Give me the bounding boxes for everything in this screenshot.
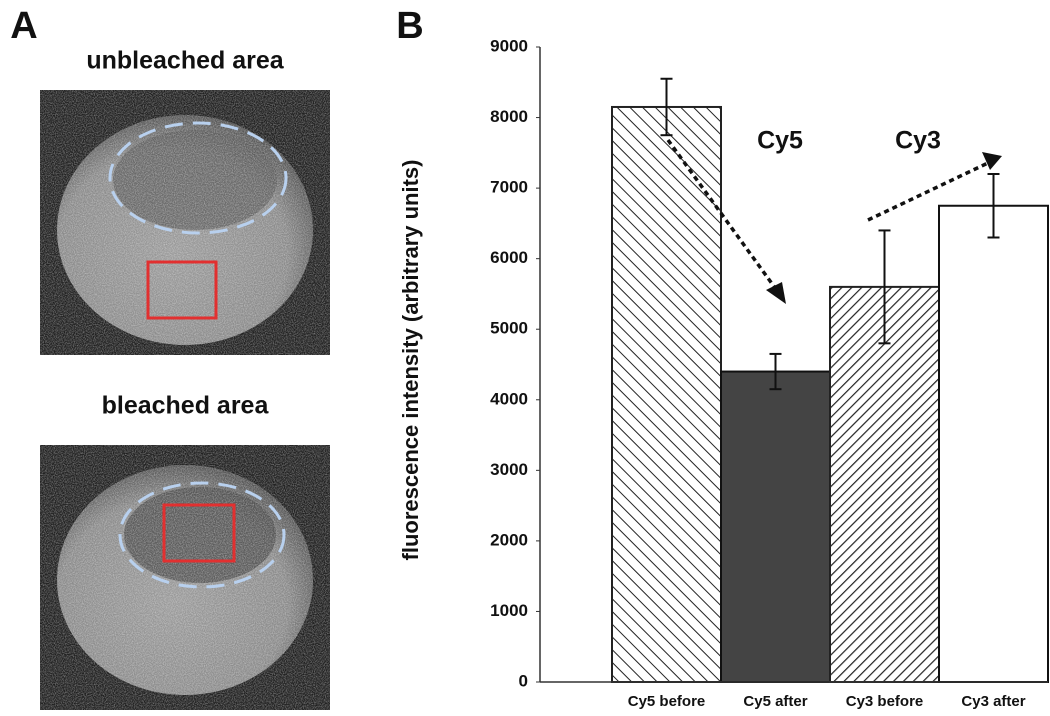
bar: [829, 285, 940, 683]
image-caption: unbleached area: [86, 47, 284, 75]
y-tick-label: 8000: [490, 107, 528, 126]
y-axis-label: fluorescence intensity (arbitrary units): [398, 160, 423, 561]
y-tick-label: 3000: [490, 460, 528, 479]
y-tick-label: 0: [519, 671, 528, 690]
x-tick-label: Cy5 after: [743, 693, 807, 710]
panel-label: A: [10, 5, 37, 47]
panel-label: B: [396, 5, 423, 47]
arrow: [666, 138, 991, 294]
bar: [938, 204, 1049, 683]
micrograph: [40, 445, 330, 710]
y-tick-label: 7000: [490, 178, 528, 197]
y-tick-label: 4000: [490, 389, 528, 408]
annotation: Cy5: [757, 127, 803, 155]
x-tick-label: Cy5 before: [628, 693, 706, 710]
plot: 0 1000 2000 3000 4000 5000 6000 7000 8000 9000 Cy5…: [490, 36, 1049, 710]
y-tick-label: 5000: [490, 319, 528, 338]
bar: [611, 105, 722, 683]
x-tick-label: Cy3 before: [846, 693, 924, 710]
micrograph: [40, 90, 330, 355]
arrowhead: [982, 152, 1002, 170]
image-caption: bleached area: [102, 392, 270, 420]
y-tick-label: 9000: [490, 36, 528, 55]
y-tick-label: 2000: [490, 530, 528, 549]
arrowhead: [766, 282, 786, 304]
bar: [720, 370, 831, 683]
y-tick-label: 1000: [490, 601, 528, 620]
annotation: Cy3: [895, 127, 941, 155]
x-tick-label: Cy3 after: [961, 693, 1025, 710]
y-tick-label: 6000: [490, 248, 528, 267]
